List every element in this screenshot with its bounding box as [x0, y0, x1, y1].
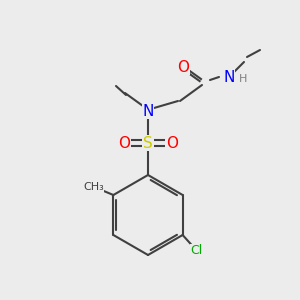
- Text: O: O: [177, 59, 189, 74]
- Text: H: H: [239, 74, 248, 84]
- Text: Cl: Cl: [190, 244, 203, 257]
- Text: S: S: [143, 136, 153, 151]
- Text: O: O: [118, 136, 130, 151]
- Text: CH₃: CH₃: [83, 182, 104, 192]
- Text: N: N: [142, 103, 154, 118]
- Text: N: N: [223, 70, 235, 85]
- Text: O: O: [166, 136, 178, 151]
